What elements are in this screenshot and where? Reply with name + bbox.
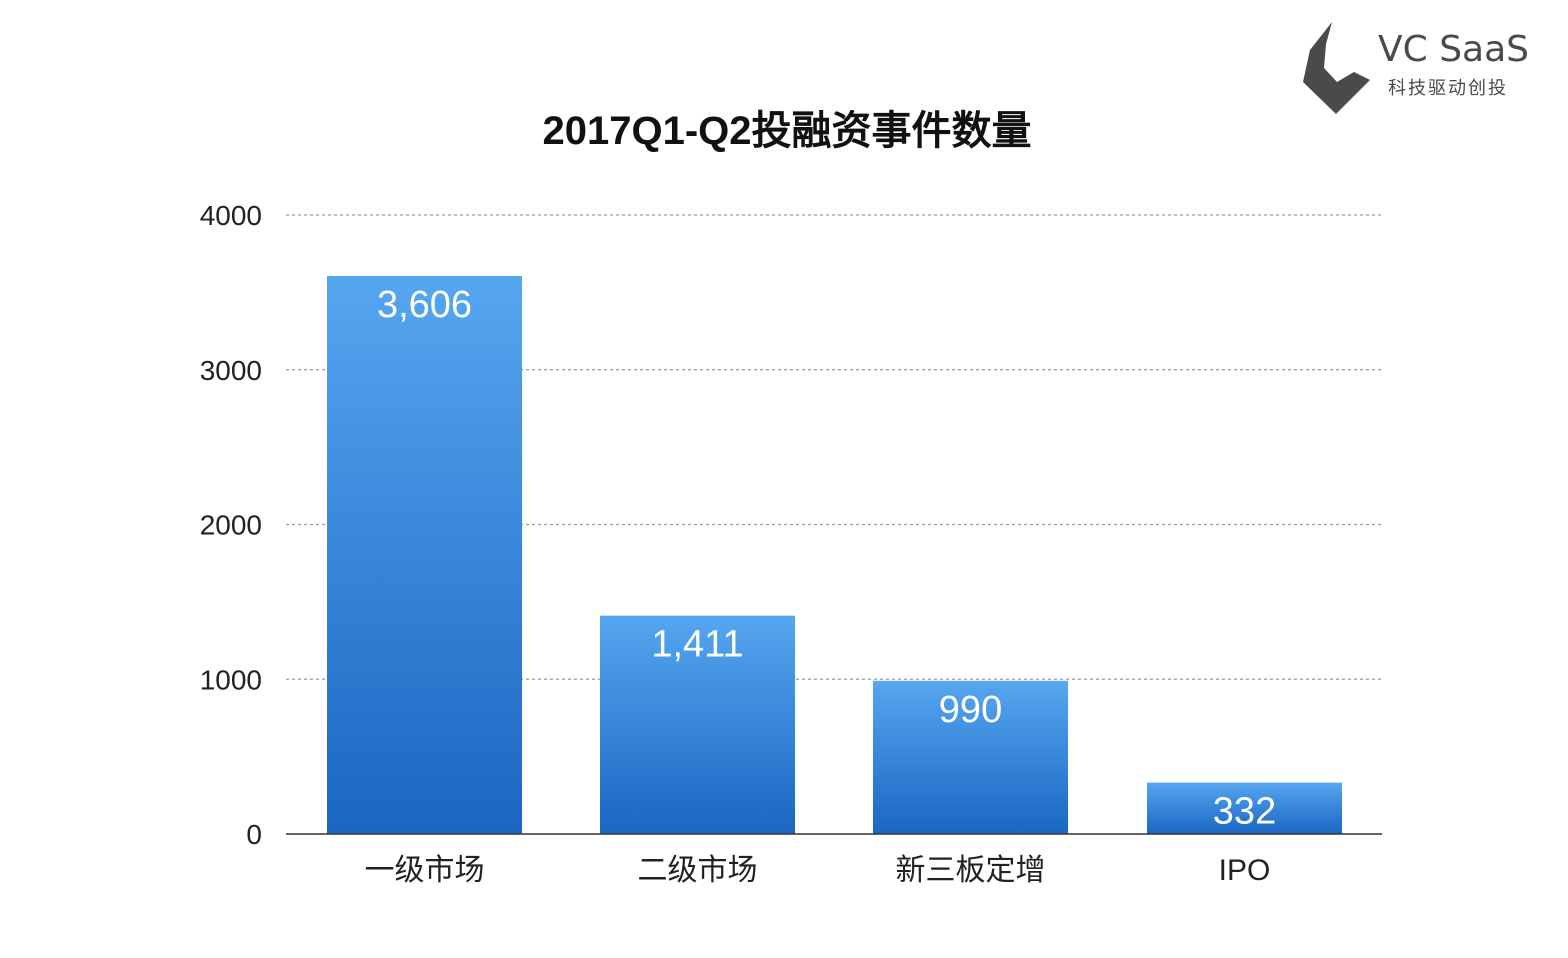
location-pin-c-icon <box>1303 22 1370 114</box>
y-tick-label: 2000 <box>200 510 262 541</box>
x-tick-label: 一级市场 <box>365 854 485 887</box>
x-tick-label: IPO <box>1219 854 1271 887</box>
y-tick-label: 0 <box>246 819 262 850</box>
logo-name: VC SaaS <box>1378 29 1529 70</box>
vc-saas-logo: VC SaaS 科技驱动创投 <box>1303 22 1529 114</box>
bar-value-label: 990 <box>939 689 1002 731</box>
chart-title: 2017Q1-Q2投融资事件数量 <box>542 109 1032 153</box>
y-tick-label: 4000 <box>200 200 262 231</box>
y-tick-label: 3000 <box>200 355 262 386</box>
bar-value-label: 1,411 <box>651 624 743 666</box>
bar-value-label: 332 <box>1213 791 1276 833</box>
bar <box>327 275 522 834</box>
bar <box>1147 782 1342 834</box>
x-tick-label: 新三板定增 <box>896 854 1046 887</box>
x-tick-label: 二级市场 <box>638 854 758 887</box>
bar <box>600 615 795 834</box>
bar-value-label: 3,606 <box>377 284 472 326</box>
y-tick-label: 1000 <box>200 664 262 695</box>
bar <box>873 680 1068 834</box>
logo-tagline: 科技驱动创投 <box>1388 78 1508 99</box>
